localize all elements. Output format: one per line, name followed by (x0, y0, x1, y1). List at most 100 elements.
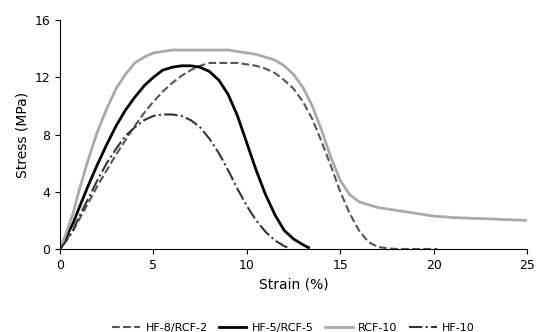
HF-10 (122, 134, 129, 138)
RCF-10 (122, 72, 129, 76)
HF-5/RCF-5 (281, 228, 288, 232)
RCF-10 (253, 52, 260, 56)
HF-5/RCF-5 (206, 69, 213, 73)
HF-8/RCF-2 (281, 78, 288, 82)
RCF-10 (486, 217, 493, 221)
HF-5/RCF-5 (188, 64, 194, 68)
HF-8/RCF-2 (57, 247, 63, 251)
HF-8/RCF-2 (403, 247, 409, 251)
HF-8/RCF-2 (356, 228, 362, 232)
RCF-10 (281, 64, 288, 68)
HF-5/RCF-5 (305, 246, 312, 250)
RCF-10 (421, 213, 427, 217)
RCF-10 (131, 61, 138, 65)
RCF-10 (244, 51, 250, 55)
HF-5/RCF-5 (225, 92, 232, 96)
HF-10 (62, 240, 69, 244)
HF-10 (244, 204, 250, 208)
HF-8/RCF-2 (262, 67, 269, 71)
RCF-10 (411, 211, 418, 215)
HF-8/RCF-2 (225, 61, 232, 65)
RCF-10 (57, 247, 63, 251)
HF-8/RCF-2 (94, 184, 101, 188)
HF-8/RCF-2 (178, 74, 185, 78)
RCF-10 (468, 216, 474, 220)
RCF-10 (225, 48, 232, 52)
HF-10 (70, 228, 76, 232)
HF-5/RCF-5 (300, 243, 306, 247)
RCF-10 (234, 49, 241, 53)
HF-8/RCF-2 (365, 240, 372, 244)
HF-8/RCF-2 (375, 245, 381, 249)
RCF-10 (62, 233, 69, 237)
HF-5/RCF-5 (57, 247, 63, 251)
HF-5/RCF-5 (244, 141, 250, 145)
HF-10 (262, 230, 269, 234)
Y-axis label: Stress (MPa): Stress (MPa) (15, 91, 29, 178)
HF-8/RCF-2 (434, 247, 441, 251)
HF-8/RCF-2 (150, 100, 157, 104)
RCF-10 (103, 107, 110, 111)
HF-5/RCF-5 (262, 193, 269, 197)
RCF-10 (375, 206, 381, 209)
Legend: HF-8/RCF-2, HF-5/RCF-5, RCF-10, HF-10: HF-8/RCF-2, HF-5/RCF-5, RCF-10, HF-10 (108, 319, 480, 332)
HF-8/RCF-2 (328, 164, 334, 168)
HF-8/RCF-2 (300, 100, 306, 104)
HF-5/RCF-5 (94, 163, 101, 167)
HF-8/RCF-2 (290, 87, 297, 91)
HF-8/RCF-2 (216, 61, 222, 65)
RCF-10 (318, 128, 325, 132)
HF-5/RCF-5 (103, 142, 110, 146)
RCF-10 (524, 218, 530, 222)
HF-5/RCF-5 (169, 65, 175, 69)
HF-10 (272, 238, 278, 242)
HF-5/RCF-5 (62, 236, 69, 240)
HF-10 (103, 161, 110, 165)
HF-10 (253, 218, 260, 222)
HF-8/RCF-2 (253, 64, 260, 68)
RCF-10 (160, 49, 166, 53)
RCF-10 (449, 215, 455, 219)
HF-8/RCF-2 (62, 238, 69, 242)
HF-5/RCF-5 (160, 68, 166, 72)
HF-5/RCF-5 (85, 184, 91, 188)
Line: HF-8/RCF-2: HF-8/RCF-2 (60, 63, 437, 249)
HF-8/RCF-2 (234, 61, 241, 65)
RCF-10 (197, 48, 204, 52)
HF-5/RCF-5 (122, 108, 129, 112)
RCF-10 (85, 158, 91, 162)
HF-10 (75, 215, 82, 219)
HF-5/RCF-5 (197, 65, 204, 69)
HF-10 (131, 125, 138, 129)
RCF-10 (272, 58, 278, 62)
HF-10 (178, 114, 185, 118)
HF-5/RCF-5 (216, 78, 222, 82)
RCF-10 (365, 203, 372, 207)
X-axis label: Strain (%): Strain (%) (258, 277, 328, 291)
Line: HF-5/RCF-5: HF-5/RCF-5 (60, 66, 309, 249)
HF-10 (197, 125, 204, 129)
RCF-10 (75, 190, 82, 194)
HF-8/RCF-2 (421, 247, 427, 251)
HF-10 (85, 197, 91, 201)
HF-5/RCF-5 (131, 95, 138, 99)
RCF-10 (393, 208, 400, 212)
HF-8/RCF-2 (169, 81, 175, 85)
RCF-10 (346, 193, 353, 197)
RCF-10 (141, 55, 147, 59)
RCF-10 (337, 178, 344, 182)
HF-5/RCF-5 (290, 237, 297, 241)
HF-5/RCF-5 (113, 124, 119, 128)
HF-5/RCF-5 (272, 213, 278, 217)
HF-8/RCF-2 (244, 62, 250, 66)
RCF-10 (150, 51, 157, 55)
HF-8/RCF-2 (393, 247, 400, 251)
HF-8/RCF-2 (141, 111, 147, 115)
RCF-10 (188, 48, 194, 52)
HF-10 (160, 113, 166, 117)
RCF-10 (300, 85, 306, 89)
HF-8/RCF-2 (85, 201, 91, 205)
RCF-10 (309, 104, 316, 108)
HF-10 (287, 246, 293, 250)
RCF-10 (169, 48, 175, 52)
